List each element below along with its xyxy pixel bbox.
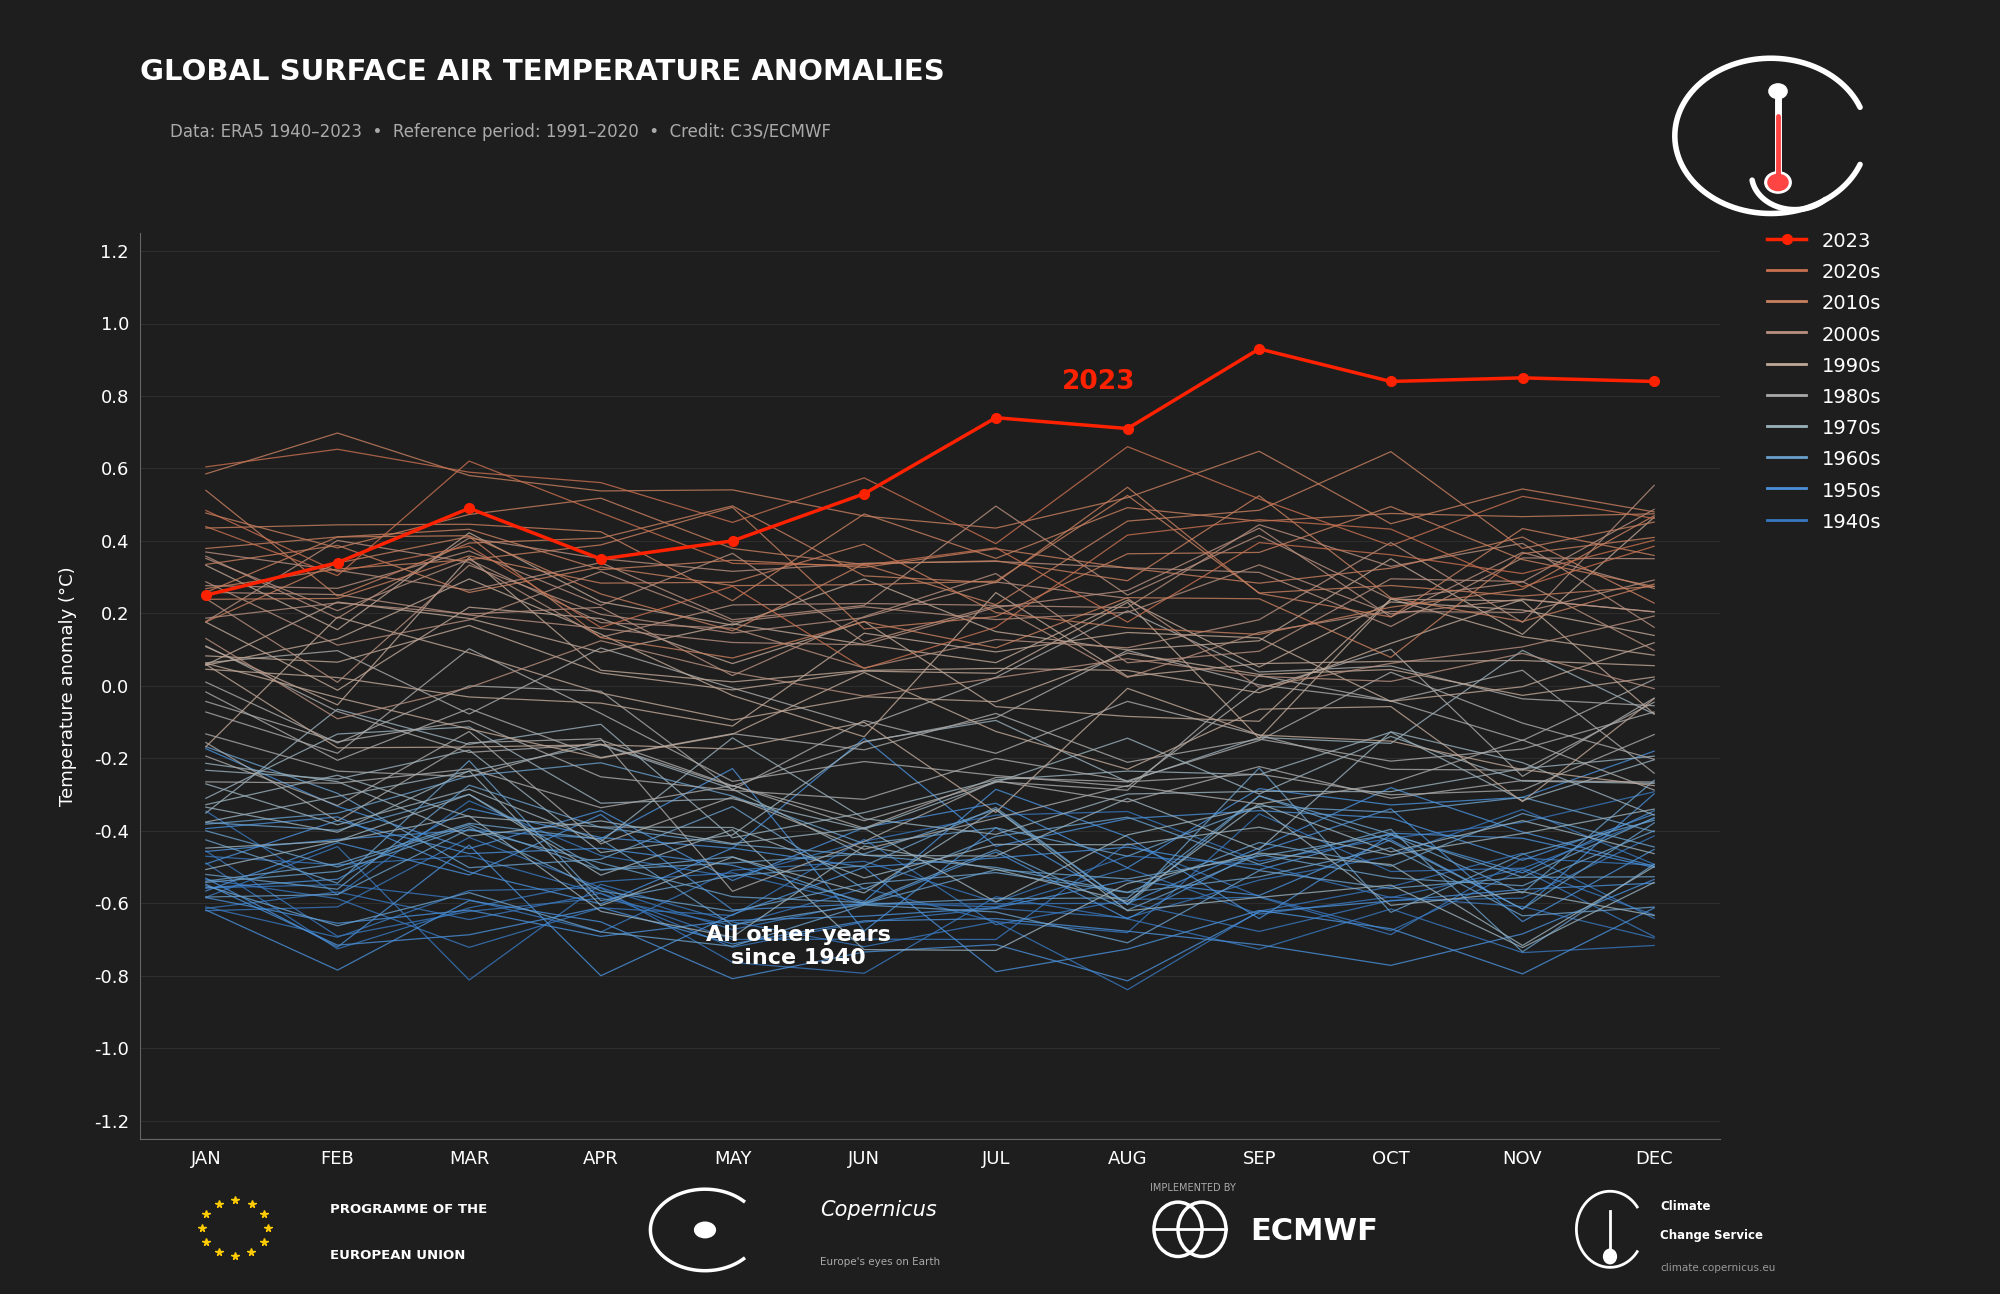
- Circle shape: [1764, 172, 1792, 193]
- Text: IMPLEMENTED BY: IMPLEMENTED BY: [1150, 1183, 1236, 1193]
- Text: Copernicus: Copernicus: [820, 1200, 936, 1220]
- Text: ECMWF: ECMWF: [1250, 1218, 1378, 1246]
- Circle shape: [1768, 84, 1788, 98]
- Text: EUROPEAN UNION: EUROPEAN UNION: [330, 1249, 466, 1262]
- Text: GLOBAL SURFACE AIR TEMPERATURE ANOMALIES: GLOBAL SURFACE AIR TEMPERATURE ANOMALIES: [140, 58, 944, 87]
- Circle shape: [1768, 175, 1788, 190]
- Circle shape: [694, 1222, 716, 1237]
- Text: climate.copernicus.eu: climate.copernicus.eu: [1660, 1263, 1776, 1273]
- Y-axis label: Temperature anomaly (°C): Temperature anomaly (°C): [60, 565, 78, 806]
- Text: Change Service: Change Service: [1660, 1229, 1764, 1242]
- Text: PROGRAMME OF THE: PROGRAMME OF THE: [330, 1203, 488, 1216]
- Legend: 2023, 2020s, 2010s, 2000s, 1990s, 1980s, 1970s, 1960s, 1950s, 1940s: 2023, 2020s, 2010s, 2000s, 1990s, 1980s,…: [1762, 225, 1888, 538]
- Text: Climate: Climate: [1660, 1200, 1710, 1212]
- Text: Europe's eyes on Earth: Europe's eyes on Earth: [820, 1256, 940, 1267]
- Text: Data: ERA5 1940–2023  •  Reference period: 1991–2020  •  Credit: C3S/ECMWF: Data: ERA5 1940–2023 • Reference period:…: [170, 123, 832, 141]
- Text: All other years
since 1940: All other years since 1940: [706, 925, 890, 968]
- Circle shape: [1604, 1249, 1616, 1264]
- Text: 2023: 2023: [1062, 369, 1136, 395]
